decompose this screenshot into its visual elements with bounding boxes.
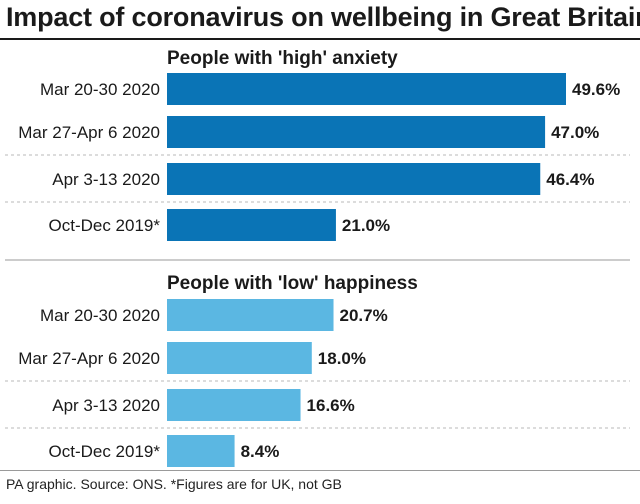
bar (167, 209, 336, 241)
bar-chart: People with 'high' anxiety Mar 20-30 2020… (5, 48, 630, 467)
panel-title: People with 'high' anxiety (167, 48, 398, 69)
value-label: 18.0% (318, 349, 366, 368)
category-label: Apr 3-13 2020 (52, 170, 160, 189)
bar (167, 73, 566, 105)
bar (167, 163, 541, 195)
bar (167, 342, 312, 374)
chart-title: Impact of coronavirus on wellbeing in Gr… (6, 2, 640, 32)
value-label: 47.0% (551, 123, 599, 142)
category-label: Mar 20-30 2020 (40, 80, 160, 99)
bar (167, 116, 546, 148)
category-label: Mar 27-Apr 6 2020 (18, 349, 160, 368)
bar (167, 299, 334, 331)
category-label: Mar 27-Apr 6 2020 (18, 123, 160, 142)
value-label: 16.6% (307, 396, 355, 415)
title-divider (0, 38, 640, 40)
bar (167, 389, 301, 421)
value-label: 21.0% (342, 216, 390, 235)
footer-divider (0, 470, 640, 471)
bar (167, 435, 235, 467)
category-label: Oct-Dec 2019* (49, 442, 161, 461)
value-label: 20.7% (340, 306, 388, 325)
category-label: Oct-Dec 2019* (49, 216, 161, 235)
value-label: 46.4% (546, 170, 594, 189)
panel-title: People with 'low' happiness (167, 273, 418, 294)
value-label: 49.6% (572, 80, 620, 99)
source-footer: PA graphic. Source: ONS. *Figures are fo… (6, 476, 342, 492)
category-label: Apr 3-13 2020 (52, 396, 160, 415)
category-label: Mar 20-30 2020 (40, 306, 160, 325)
value-label: 8.4% (241, 442, 280, 461)
